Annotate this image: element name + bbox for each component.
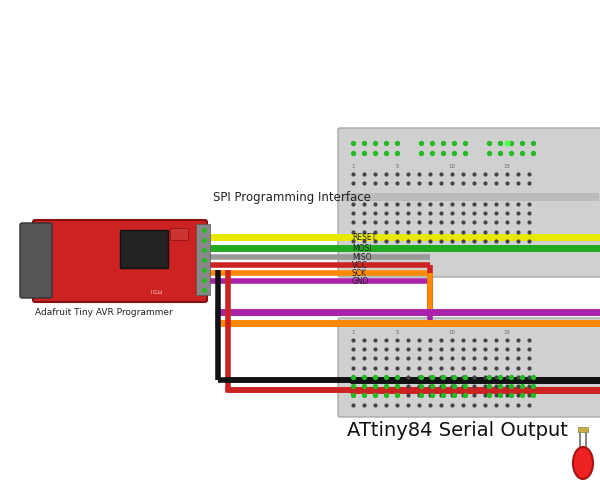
FancyBboxPatch shape xyxy=(33,220,207,302)
Bar xyxy=(196,224,210,295)
Text: MOSI: MOSI xyxy=(352,244,371,252)
Text: SPI Programming Interface: SPI Programming Interface xyxy=(213,191,371,204)
Text: 10: 10 xyxy=(449,164,455,169)
Text: GND: GND xyxy=(352,276,370,285)
Text: MISO: MISO xyxy=(352,252,371,261)
Text: 10: 10 xyxy=(449,329,455,334)
Text: 1: 1 xyxy=(351,329,355,334)
Text: 15: 15 xyxy=(503,329,511,334)
Bar xyxy=(578,427,588,432)
Text: SCK: SCK xyxy=(352,268,367,277)
Text: 1: 1 xyxy=(351,164,355,169)
FancyBboxPatch shape xyxy=(338,128,600,277)
Text: ATtiny84 Serial Output: ATtiny84 Serial Output xyxy=(347,421,568,440)
Text: RESET: RESET xyxy=(352,233,376,242)
Text: 15: 15 xyxy=(503,164,511,169)
Text: FTDI: FTDI xyxy=(149,287,161,292)
Bar xyxy=(170,228,188,240)
Bar xyxy=(341,193,599,201)
Ellipse shape xyxy=(573,447,593,479)
FancyBboxPatch shape xyxy=(338,318,600,417)
Text: VCC: VCC xyxy=(352,260,368,269)
Text: Adafruit Tiny AVR Programmer: Adafruit Tiny AVR Programmer xyxy=(35,308,173,317)
Text: 5: 5 xyxy=(395,329,399,334)
FancyBboxPatch shape xyxy=(20,223,52,298)
Bar xyxy=(120,230,168,268)
Text: 5: 5 xyxy=(395,164,399,169)
